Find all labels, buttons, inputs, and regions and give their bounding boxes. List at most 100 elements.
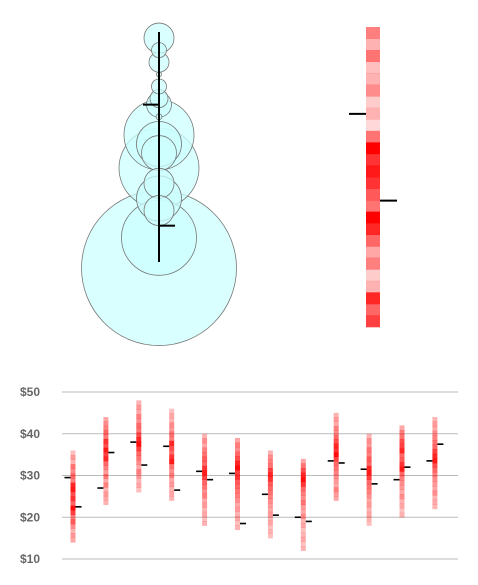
strip-6-cell-3 <box>267 463 273 469</box>
strip-3-cell-16 <box>169 482 175 488</box>
strip-11-cell-7 <box>432 449 438 455</box>
strip-4-cell-6 <box>202 461 208 467</box>
strip-5-cell-19 <box>235 525 240 531</box>
strip-0-cell-9 <box>70 491 76 497</box>
strip-1-cell-19 <box>103 500 109 506</box>
strip-8-cell-6 <box>333 439 339 444</box>
heat-cell-25 <box>366 315 380 328</box>
strip-2-cell-1 <box>136 404 142 410</box>
y-tick-label: $10 <box>20 552 40 566</box>
strip-0-cell-4 <box>70 468 76 474</box>
strip-4-cell-2 <box>202 442 208 448</box>
heat-cell-8 <box>366 119 380 132</box>
strip-4-cell-4 <box>202 452 208 458</box>
strip-4-cell-16 <box>202 507 208 513</box>
strip-10-cell-4 <box>399 443 405 449</box>
strip-6-cell-1 <box>267 454 273 460</box>
heat-cell-20 <box>366 257 380 270</box>
strip-8-cell-5 <box>333 434 339 440</box>
strip-5-cell-1 <box>235 442 240 448</box>
strip-7-cell-3 <box>300 472 306 478</box>
strip-3-cell-19 <box>169 495 175 501</box>
strip-1-cell-16 <box>103 487 109 492</box>
strip-4-cell-15 <box>202 502 208 508</box>
strip-5-cell-17 <box>235 515 240 521</box>
strip-9-cell-14 <box>366 498 372 503</box>
strip-10-cell-8 <box>399 462 405 468</box>
strip-0-cell-10 <box>70 496 76 502</box>
strip-0-cell-19 <box>70 537 76 543</box>
strip-4-cell-3 <box>202 447 208 453</box>
strip-4-cell-8 <box>202 470 208 476</box>
strip-9-cell-10 <box>366 479 372 485</box>
strip-7-cell-16 <box>300 532 306 538</box>
strip-4-cell-1 <box>202 438 208 444</box>
strip-2-cell-3 <box>136 414 142 420</box>
y-tick-labels: $50 $40 $30 $20 $10 <box>20 385 40 566</box>
strip-9-cell-13 <box>366 493 372 499</box>
strip-9-cell-19 <box>366 521 372 526</box>
strip-4-cell-10 <box>202 479 208 485</box>
strip-9-cell-6 <box>366 461 372 467</box>
strip-0-cell-16 <box>70 523 76 529</box>
strip-6-cell-19 <box>267 533 273 539</box>
y-tick-label: $30 <box>20 469 40 483</box>
heat-cell-0 <box>366 27 380 39</box>
strip-11-cell-0 <box>432 417 438 422</box>
y-tick-label: $50 <box>20 385 40 399</box>
strip-2-cell-18 <box>136 483 142 488</box>
strip-11-cell-4 <box>432 435 438 441</box>
strip-9-cell-7 <box>366 465 372 471</box>
strip-3-cell-11 <box>169 459 175 465</box>
strip-10-cell-10 <box>399 471 405 477</box>
strip-4-cell-14 <box>202 498 208 503</box>
strip-10-cell-17 <box>399 503 405 509</box>
strip-9-cell-9 <box>366 475 372 480</box>
strip-7-cell-2 <box>300 467 306 473</box>
strip-2-cell-0 <box>136 400 142 406</box>
strip-8-cell-15 <box>333 478 339 484</box>
strip-5-cell-3 <box>235 451 240 457</box>
strip-0-cell-1 <box>70 455 76 460</box>
strip-1-cell-14 <box>103 478 109 484</box>
strip-3-cell-17 <box>169 486 175 492</box>
strip-1-cell-0 <box>103 417 109 422</box>
strip-6-cell-17 <box>267 524 273 530</box>
strip-8-cell-10 <box>333 456 339 462</box>
heat-cell-21 <box>366 269 380 282</box>
strip-3-cell-1 <box>169 413 175 419</box>
strip-2-cell-19 <box>136 487 142 493</box>
strip-10-cell-2 <box>399 434 405 440</box>
strip-7-cell-13 <box>300 518 306 524</box>
strip-2-cell-13 <box>136 460 142 465</box>
strip-6-cell-8 <box>267 485 273 491</box>
strip-4-cell-19 <box>202 521 208 526</box>
strip-0-cell-13 <box>70 510 76 516</box>
strip-10-cell-15 <box>399 494 405 500</box>
strip-6-cell-5 <box>267 472 273 478</box>
strip-1-cell-6 <box>103 443 109 449</box>
strip-1-cell-17 <box>103 491 109 497</box>
strip-8-cell-18 <box>333 491 339 497</box>
strip-3-cell-2 <box>169 417 175 423</box>
strip-0-cell-5 <box>70 473 76 479</box>
strip-6-cell-0 <box>267 450 273 456</box>
strip-1-cell-1 <box>103 421 109 427</box>
heat-cell-7 <box>366 107 380 120</box>
strip-4-cell-12 <box>202 488 208 494</box>
strip-7-cell-18 <box>300 541 306 547</box>
strip-10-cell-7 <box>399 457 405 463</box>
strip-0-cell-2 <box>70 459 76 465</box>
strip-10-cell-13 <box>399 485 405 490</box>
strip-9-cell-1 <box>366 438 372 444</box>
heat-cell-4 <box>366 73 380 85</box>
strip-9-cell-2 <box>366 442 372 448</box>
strip-2-cell-5 <box>136 423 142 429</box>
strip-0-cell-6 <box>70 478 76 483</box>
strip-1-cell-8 <box>103 452 109 457</box>
strip-11-cell-13 <box>432 476 438 482</box>
strip-1-cell-9 <box>103 456 109 462</box>
strip-11-cell-3 <box>432 430 438 436</box>
heat-cell-10 <box>366 142 380 155</box>
strip-3-cell-8 <box>169 445 175 451</box>
